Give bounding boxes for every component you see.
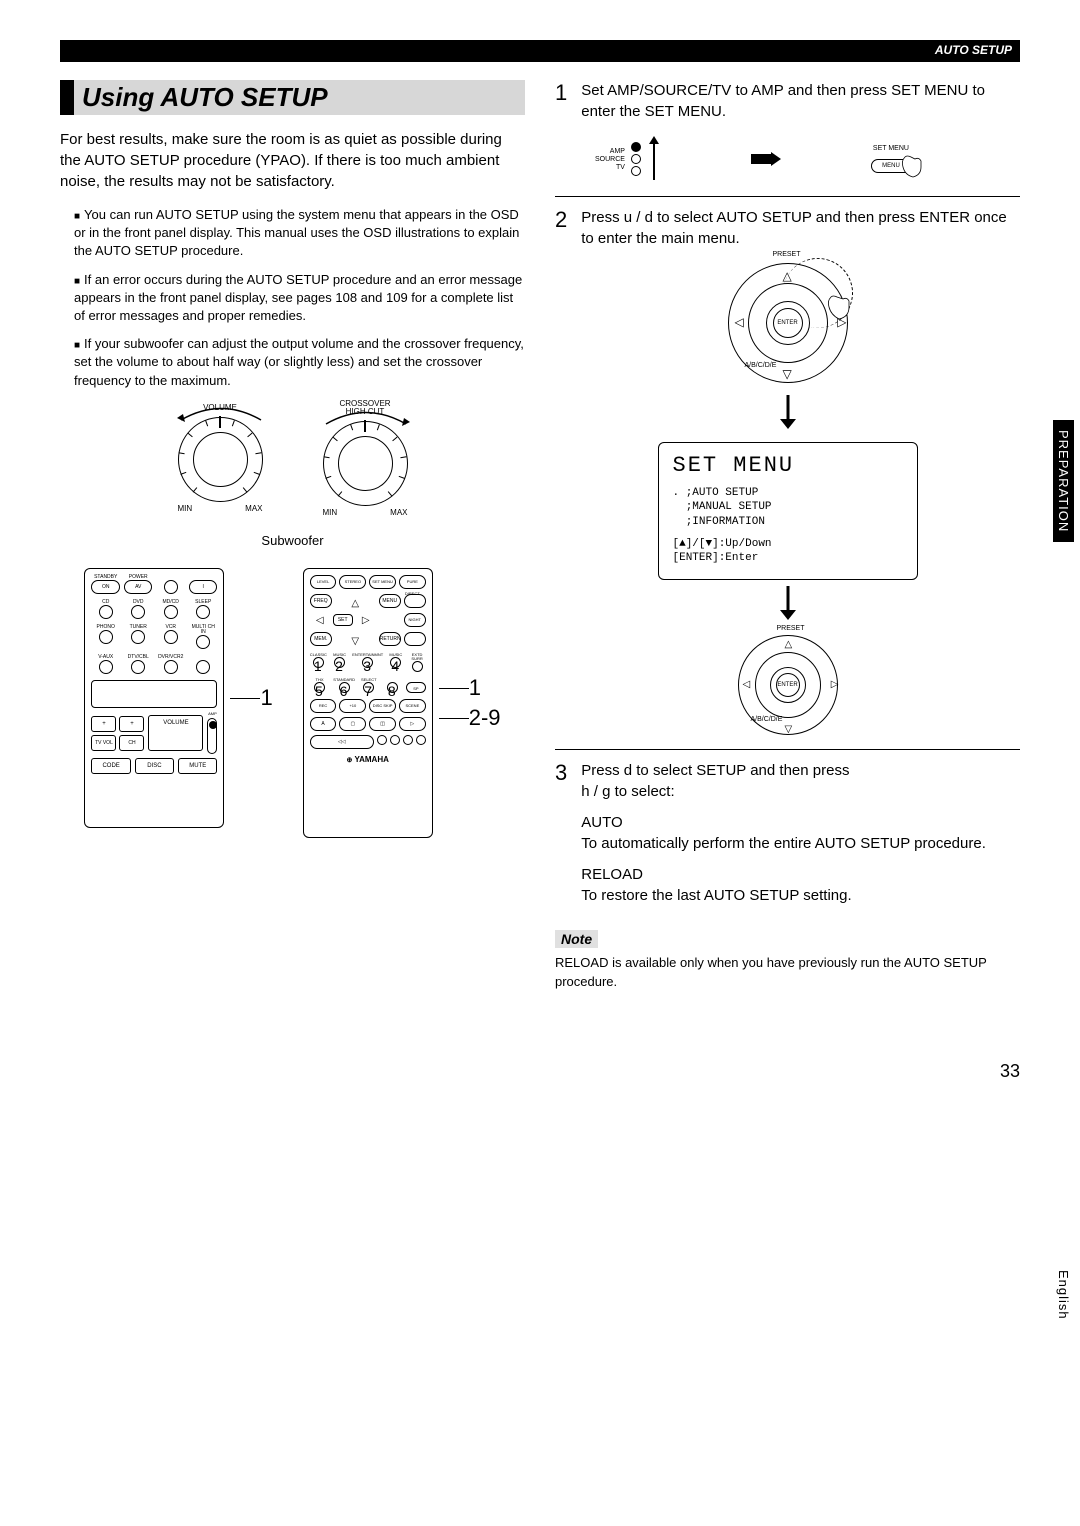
abcde-label2: A/B/C/D/E [751,716,783,723]
callout-2-9: 2-9 [469,705,501,731]
bullet1-text: You can run AUTO SETUP using the system … [74,207,519,258]
right-arrow-icon [751,152,781,166]
switch-tv-label: TV [595,164,625,171]
finger-press-icon [823,293,857,327]
remote-diagram: STANDBYON POWERAV I CD DVD MD/CD SLEEP P… [60,568,525,838]
down-arrow-icon: ▽ [783,367,792,381]
screen-l1: . ;AUTO SETUP [673,486,903,500]
step1-diagram: AMP SOURCE TV SET MENU MENU [595,136,1020,182]
bullet3-text: If your subwoofer can adjust the output … [74,336,524,387]
down-arrow-big-icon2 [555,586,1020,627]
step-2: 2 Press u / d to select AUTO SETUP and t… [555,207,1020,249]
remote-a: STANDBYON POWERAV I CD DVD MD/CD SLEEP P… [84,568,224,828]
switch-amp-label: AMP [595,148,625,155]
preset-label2: PRESET [777,625,805,632]
down-arrow-icon: ▽ [785,724,793,735]
bullet-icon: ■ [74,276,80,287]
step1-text: Set AMP/SOURCE/TV to AMP and then press … [581,80,1020,122]
left-arrow-icon: ◁ [735,315,744,329]
step2-number: 2 [555,207,567,233]
reload-heading: RELOAD [581,864,1020,885]
subwoofer-label: Subwoofer [60,533,525,548]
up-arrow-icon [647,136,661,182]
step-1: 1 Set AMP/SOURCE/TV to AMP and then pres… [555,80,1020,122]
page-number: 33 [60,1061,1020,1082]
dial-min: MIN [178,504,193,513]
finger-press-icon [897,153,927,183]
reload-text: To restore the last AUTO SETUP setting. [581,885,1020,906]
switch-source-label: SOURCE [595,156,625,163]
remote-b: LEVEL STEREO SET MENU PURE DIRECT FREQ △… [303,568,433,838]
down-arrow-big-icon [555,395,1020,436]
abcde-label: A/B/C/D/E [745,362,777,369]
up-arrow-icon: △ [785,639,793,650]
screen-l2: ;MANUAL SETUP [673,500,903,514]
yamaha-logo: ⊕ YAMAHA [310,755,426,764]
divider [555,196,1020,197]
callout-1-left: 1 [260,685,272,711]
screen-l3: ;INFORMATION [673,515,903,529]
nav-pad-top: PRESET ENTER △ ▽ ◁ ▷ A/B/C/D/E [723,263,853,383]
screen-title: SET MENU [673,453,903,478]
header-label: AUTO SETUP [935,43,1012,57]
step1-number: 1 [555,80,567,106]
callout-1-right: 1 [469,675,481,701]
dial-arrow-icon [171,402,271,422]
set-menu-label: SET MENU [871,145,911,152]
side-tab-preparation: PREPARATION [1053,420,1074,542]
volume-dial [178,417,263,502]
left-column: Using AUTO SETUP For best results, make … [60,80,525,1001]
up-arrow-icon: △ [783,269,792,283]
auto-text: To automatically perform the entire AUTO… [581,833,1020,854]
nav-pad-bottom: PRESET ENTER △ ▽ ◁ ▷ A/B/C/D/E [733,635,843,735]
step-3: 3 Press d to select SETUP and then press… [555,760,1020,906]
crossover-dial [323,421,408,506]
side-tab-english: English [1053,1260,1074,1330]
step3-text-a: Press d to select SETUP and then press [581,762,849,779]
bullet-icon: ■ [74,211,80,222]
subwoofer-dial-diagram: VOLUME MINMAX CROSSO [60,400,525,518]
dial-min2: MIN [323,508,338,517]
screen-l5: [ENTER]:Enter [673,551,903,565]
note-label: Note [555,930,598,948]
amp-source-tv-switch-a [207,718,217,754]
callout-line [230,698,260,699]
right-column: 1 Set AMP/SOURCE/TV to AMP and then pres… [555,80,1020,1001]
osd-screen: SET MENU . ;AUTO SETUP ;MANUAL SETUP ;IN… [658,442,918,580]
enter-label2: ENTER [776,673,800,697]
bullet-icon: ■ [74,340,80,351]
screen-l4: [▲]/[▼]:Up/Down [673,537,903,551]
step2-text: Press u / d to select AUTO SETUP and the… [581,207,1020,249]
dial-arrow-icon [316,406,416,426]
left-arrow-icon: ◁ [743,679,751,690]
preset-label: PRESET [773,251,801,258]
two-column-layout: Using AUTO SETUP For best results, make … [60,80,1020,1001]
remote-a-keypad [91,680,217,708]
auto-heading: AUTO [581,812,1020,833]
intro-text: For best results, make sure the room is … [60,129,525,192]
right-arrow-icon: ▷ [831,679,839,690]
step3-number: 3 [555,760,567,786]
section-title: Using AUTO SETUP [60,80,525,115]
note-text: RELOAD is available only when you have p… [555,954,1020,990]
divider2 [555,749,1020,750]
header-bar: AUTO SETUP [60,40,1020,62]
dial-max2: MAX [390,508,407,517]
bullet2-text: If an error occurs during the AUTO SETUP… [74,272,522,323]
bullet-block: ■You can run AUTO SETUP using the system… [60,206,525,390]
step3-text-b: h / g to select: [581,783,674,800]
dial-max: MAX [245,504,262,513]
